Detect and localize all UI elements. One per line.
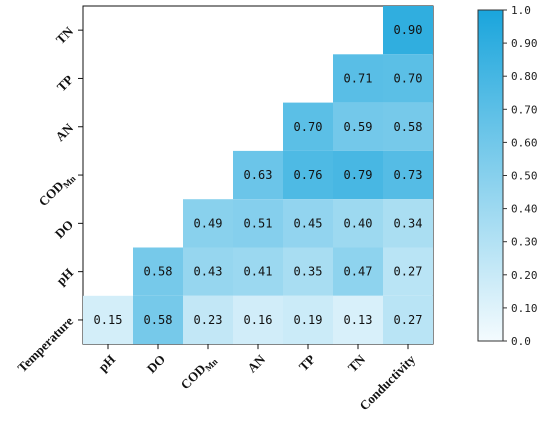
row-labels: TN TP AN CODMn DO pH Temperature <box>14 23 83 375</box>
row-label: TP <box>54 72 76 94</box>
colorbar-tick-label: 0.50 <box>511 170 538 183</box>
row-label: TN <box>53 23 77 47</box>
heatmap-cell <box>283 199 333 248</box>
column-label: CODMn <box>178 352 220 394</box>
cell-value-label: 0.79 <box>344 168 373 182</box>
colorbar-tick-label: 0.40 <box>511 203 538 216</box>
heatmap-cell <box>183 295 233 345</box>
heatmap-cell <box>183 247 233 296</box>
cell-value-label: 0.90 <box>394 23 423 37</box>
cell-value-label: 0.58 <box>144 265 173 279</box>
colorbar: 0.0 0.10 0.20 0.30 0.40 0.50 0.60 0.70 0.80 0.90 1… <box>477 4 538 348</box>
colorbar-tick-label: 0.30 <box>511 236 538 249</box>
cell-value-label: 0.15 <box>94 313 123 327</box>
cell-value-label: 0.27 <box>394 313 423 327</box>
heatmap-cell <box>283 150 333 200</box>
colorbar-tick-label: 0.20 <box>511 269 538 282</box>
heatmap-cell <box>83 295 133 345</box>
column-label: DO <box>144 352 168 376</box>
heatmap-cell <box>233 295 283 345</box>
cell-value-label: 0.47 <box>344 265 373 279</box>
cell-value-label: 0.23 <box>194 313 223 327</box>
colorbar-tick-label: 1.0 <box>511 4 531 17</box>
cell-value-label: 0.16 <box>244 313 273 327</box>
heatmap-cell <box>333 150 383 200</box>
heatmap-cell <box>233 150 283 200</box>
cell-value-label: 0.59 <box>344 120 373 134</box>
cell-value-label: 0.34 <box>394 216 423 230</box>
heatmap-cell <box>133 247 183 296</box>
cell-value-label: 0.19 <box>294 313 323 327</box>
colorbar-gradient <box>477 9 504 342</box>
cell-value-label: 0.43 <box>194 265 223 279</box>
cell-value-label: 0.45 <box>294 216 323 230</box>
cell-value-label: 0.71 <box>344 71 373 85</box>
column-label: TN <box>345 351 369 375</box>
heatmap-cell <box>333 295 383 345</box>
cell-value-label: 0.35 <box>294 265 323 279</box>
cell-value-label: 0.40 <box>344 216 373 230</box>
heatmap-cell <box>133 295 183 345</box>
column-label: pH <box>95 352 118 375</box>
cell-value-label: 0.51 <box>244 216 273 230</box>
row-label: AN <box>52 120 76 144</box>
cell-value-label: 0.73 <box>394 168 423 182</box>
colorbar-tick-label: 0.80 <box>511 70 538 83</box>
column-label: TP <box>296 352 318 374</box>
heatmap-cell <box>383 199 433 248</box>
heatmap-cell <box>383 295 433 345</box>
cell-value-label: 0.70 <box>394 71 423 85</box>
column-label: AN <box>244 351 268 375</box>
cell-value-label: 0.70 <box>294 120 323 134</box>
heatmap-cell <box>283 102 333 151</box>
colorbar-tick-label: 0.90 <box>511 37 538 50</box>
heatmap-cell <box>333 102 383 151</box>
heatmap-cells: 0.90 0.71 0.70 0.70 0.59 0.58 0.63 0.76 0.79 0.73… <box>83 6 433 345</box>
cell-value-label: 0.63 <box>244 168 273 182</box>
heatmap-cell <box>333 54 383 103</box>
heatmap-cell <box>383 54 433 103</box>
heatmap-cell <box>183 199 233 248</box>
row-label: DO <box>52 217 76 241</box>
cell-value-label: 0.76 <box>294 168 323 182</box>
heatmap-cell <box>283 295 333 345</box>
heatmap-cell <box>383 102 433 151</box>
heatmap-cell <box>233 247 283 296</box>
cell-value-label: 0.41 <box>244 265 273 279</box>
cell-value-label: 0.49 <box>194 216 223 230</box>
heatmap-cell <box>383 150 433 200</box>
colorbar-tick-label: 0.0 <box>511 335 531 348</box>
colorbar-tick-label: 0.70 <box>511 103 538 116</box>
cell-value-label: 0.58 <box>144 313 173 327</box>
heatmap-cell <box>383 6 433 55</box>
heatmap-cell <box>333 199 383 248</box>
heatmap-cell <box>333 247 383 296</box>
heatmap-cell <box>383 247 433 296</box>
heatmap-cell <box>233 199 283 248</box>
colorbar-tick-label: 0.60 <box>511 136 538 149</box>
row-label: pH <box>53 265 76 288</box>
heatmap-cell <box>283 247 333 296</box>
cell-value-label: 0.27 <box>394 265 423 279</box>
cell-value-label: 0.13 <box>344 313 373 327</box>
row-label: Temperature <box>14 313 76 375</box>
row-label: CODMn <box>36 169 78 211</box>
colorbar-tick-label: 0.10 <box>511 302 538 315</box>
cell-value-label: 0.58 <box>394 120 423 134</box>
